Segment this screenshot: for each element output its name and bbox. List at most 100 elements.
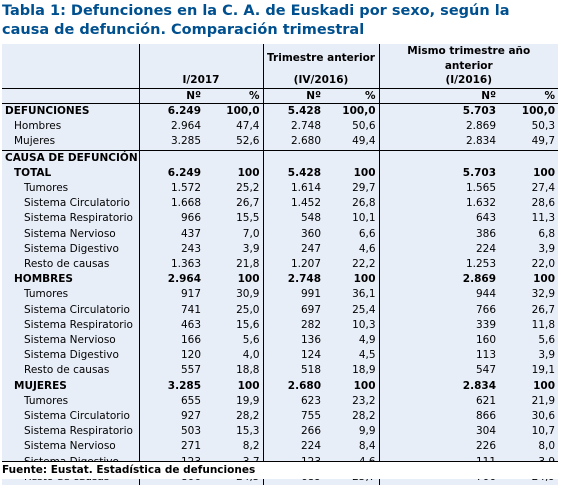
cell-percent: 28,6 [499,196,558,211]
cell-percent: 28,2 [324,409,379,424]
cell-percent: 10,7 [499,424,558,439]
cell-percent: 28,2 [204,409,263,424]
cell-count: 547 [379,363,499,378]
cell-percent: 3,9 [204,242,263,257]
cell-percent: 25,4 [324,303,379,318]
cell-count: 2.869 [379,272,499,287]
period-lastyear-header-top: Mismo trimestre año anterior [379,44,558,73]
cell-count: 917 [139,287,204,302]
cell-percent: 50,3 [499,119,558,134]
cell-count: 944 [379,287,499,302]
cell-percent: 22,0 [499,257,558,272]
cell-percent: 100 [204,272,263,287]
cell-count: 2.748 [263,272,324,287]
cell-count: 2.680 [263,379,324,394]
corner-cell [2,44,139,73]
cell-count: 6.249 [139,104,204,120]
corner-cell [2,73,139,88]
row-label: Tumores [2,181,139,196]
cell-percent: 8,2 [204,439,263,454]
cell-count: 766 [379,303,499,318]
cell-count [379,150,499,166]
cell-count: 866 [379,409,499,424]
col-pct-header: % [499,88,558,104]
cell-count: 3.285 [139,134,204,150]
cell-count: 548 [263,211,324,226]
cell-percent: 32,9 [499,287,558,302]
cell-percent: 15,3 [204,424,263,439]
row-label: Sistema Circulatorio [2,409,139,424]
cell-count: 966 [139,211,204,226]
cell-count: 5.703 [379,166,499,181]
data-table-container: Trimestre anterior Mismo trimestre año a… [2,44,558,485]
row-label: HOMBRES [2,272,139,287]
row-label: Sistema Circulatorio [2,303,139,318]
row-label: Resto de causas [2,363,139,378]
cell-count: 557 [139,363,204,378]
row-label: Sistema Digestivo [2,348,139,363]
row-label: Sistema Nervioso [2,439,139,454]
col-n-header: Nº [379,88,499,104]
cell-count: 1.614 [263,181,324,196]
cell-count: 266 [263,424,324,439]
cell-percent: 10,3 [324,318,379,333]
cell-percent: 100,0 [204,104,263,120]
cell-count: 463 [139,318,204,333]
period-previous-header-top: Trimestre anterior [263,44,379,73]
cell-percent: 100 [499,379,558,394]
cell-percent: 30,6 [499,409,558,424]
cell-percent: 4,6 [324,242,379,257]
cell-count: 3.285 [139,379,204,394]
cell-percent: 100 [499,272,558,287]
cell-percent [204,150,263,166]
table-title: Tabla 1: Defunciones en la C. A. de Eusk… [2,2,558,40]
row-label: CAUSA DE DEFUNCIÓN [2,150,139,166]
row-label: Resto de causas [2,257,139,272]
cell-count: 2.748 [263,119,324,134]
row-label: Hombres [2,119,139,134]
cell-count: 643 [379,211,499,226]
cell-percent: 18,8 [204,363,263,378]
cell-percent: 23,2 [324,394,379,409]
row-label: Sistema Respiratorio [2,211,139,226]
cell-percent: 19,1 [499,363,558,378]
cell-count: 1.207 [263,257,324,272]
cell-count: 991 [263,287,324,302]
cell-percent: 50,6 [324,119,379,134]
cell-percent: 25,2 [204,181,263,196]
cell-percent: 4,0 [204,348,263,363]
cell-count: 1.668 [139,196,204,211]
cell-count: 5.428 [263,166,324,181]
cell-count: 621 [379,394,499,409]
cell-count: 360 [263,227,324,242]
cell-percent: 26,8 [324,196,379,211]
cell-count: 1.363 [139,257,204,272]
cell-percent: 15,5 [204,211,263,226]
period-previous-header: (IV/2016) [263,73,379,88]
row-label: Sistema Digestivo [2,242,139,257]
row-label: DEFUNCIONES [2,104,139,120]
cell-count: 166 [139,333,204,348]
cell-count: 2.869 [379,119,499,134]
cell-percent: 6,8 [499,227,558,242]
cell-percent: 100,0 [499,104,558,120]
cell-count: 437 [139,227,204,242]
cell-count: 1.572 [139,181,204,196]
cell-percent: 8,4 [324,439,379,454]
row-label: Tumores [2,394,139,409]
cell-count: 2.834 [379,134,499,150]
cell-count: 160 [379,333,499,348]
cell-percent: 100 [324,166,379,181]
col-pct-header: % [324,88,379,104]
cell-percent: 100 [499,166,558,181]
cell-count: 623 [263,394,324,409]
cell-count: 6.249 [139,166,204,181]
